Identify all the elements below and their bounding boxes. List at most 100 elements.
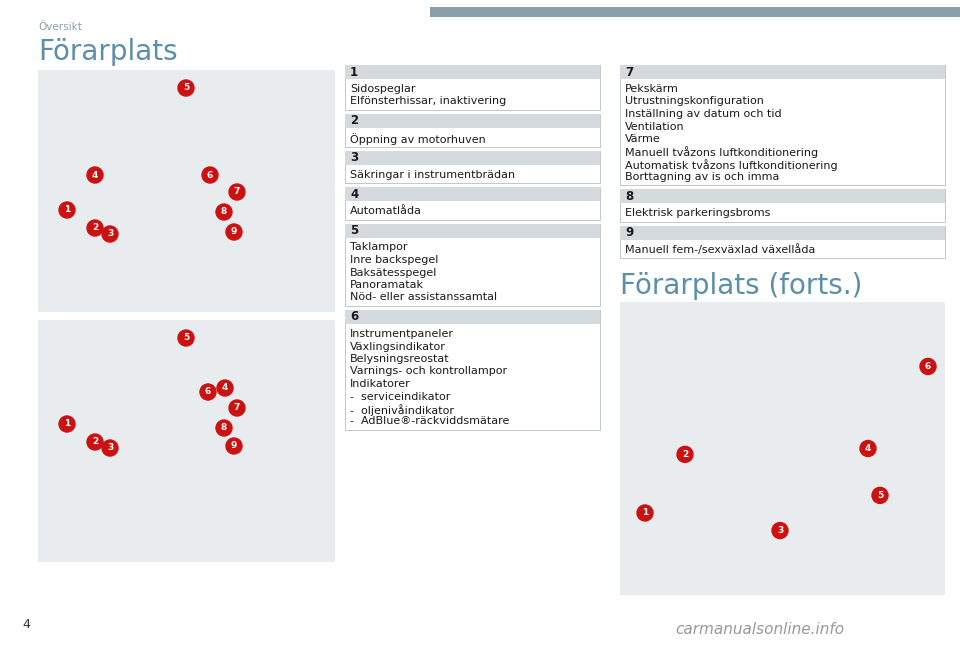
Bar [345, 310, 600, 430]
Circle shape [102, 226, 118, 242]
Text: 6: 6 [206, 171, 213, 180]
Text: 6: 6 [924, 362, 931, 371]
Text: Översikt: Översikt [38, 22, 82, 32]
Bar [345, 65, 600, 79]
Text: 7: 7 [234, 188, 240, 197]
Text: 3: 3 [107, 443, 113, 452]
Text: 2: 2 [92, 437, 98, 447]
Text: 5: 5 [350, 224, 358, 237]
Bar [345, 187, 600, 201]
Text: 7: 7 [234, 404, 240, 413]
Text: 8: 8 [221, 208, 228, 217]
Text: Inre backspegel: Inre backspegel [350, 255, 439, 265]
Text: 5: 5 [876, 491, 883, 500]
Text: 4: 4 [92, 171, 98, 180]
Text: 8: 8 [625, 190, 634, 202]
Bar [345, 223, 600, 238]
Text: Sidospeglar: Sidospeglar [350, 84, 416, 94]
Text: 2: 2 [350, 114, 358, 127]
Circle shape [860, 441, 876, 456]
Circle shape [59, 416, 75, 432]
Text: Borttagning av is och imma: Borttagning av is och imma [625, 171, 780, 182]
Circle shape [226, 438, 242, 454]
Text: 1: 1 [350, 66, 358, 79]
Bar [345, 114, 600, 128]
Bar [620, 189, 945, 203]
Text: 2: 2 [682, 450, 688, 459]
Circle shape [637, 505, 653, 521]
Text: Öppning av motorhuven: Öppning av motorhuven [350, 133, 486, 145]
Bar [345, 310, 600, 324]
Text: 1: 1 [642, 508, 648, 517]
Text: 1: 1 [64, 419, 70, 428]
Circle shape [772, 522, 788, 539]
Text: Panoramatak: Panoramatak [350, 280, 424, 290]
Text: Automatisk tvåzons luftkonditionering: Automatisk tvåzons luftkonditionering [625, 159, 838, 171]
Text: Belysningsreostat: Belysningsreostat [350, 354, 449, 364]
Text: 4: 4 [865, 444, 871, 453]
Text: Indikatorer: Indikatorer [350, 379, 411, 389]
Circle shape [872, 487, 888, 504]
Text: 6: 6 [204, 387, 211, 397]
Circle shape [677, 447, 693, 462]
Text: 4: 4 [350, 188, 358, 201]
Bar [345, 65, 600, 110]
Text: Förarplats (forts.): Förarplats (forts.) [620, 272, 862, 300]
Text: Instrumentpaneler: Instrumentpaneler [350, 329, 454, 339]
Text: -  serviceindikator: - serviceindikator [350, 391, 450, 402]
Text: 3: 3 [350, 151, 358, 164]
Bar [620, 225, 945, 258]
Bar [345, 151, 600, 164]
Circle shape [229, 184, 245, 200]
Text: Elfönsterhissar, inaktivering: Elfönsterhissar, inaktivering [350, 97, 506, 106]
Text: Pekskärm: Pekskärm [625, 84, 679, 94]
Text: 4: 4 [22, 618, 30, 631]
Circle shape [178, 330, 194, 346]
Text: 3: 3 [777, 526, 783, 535]
Circle shape [59, 202, 75, 218]
Circle shape [217, 380, 233, 396]
Bar [430, 7, 960, 17]
Text: 9: 9 [230, 441, 237, 450]
Text: 5: 5 [182, 84, 189, 93]
Text: 6: 6 [350, 310, 358, 323]
Bar [38, 320, 335, 562]
Bar [38, 70, 335, 312]
Bar [620, 65, 945, 185]
Text: -  AdBlue®-räckviddsmätare: - AdBlue®-räckviddsmätare [350, 417, 510, 426]
Text: Växlingsindikator: Växlingsindikator [350, 341, 445, 352]
Circle shape [102, 440, 118, 456]
Text: Elektrisk parkeringsbroms: Elektrisk parkeringsbroms [625, 208, 770, 218]
Text: 1: 1 [64, 206, 70, 215]
Text: Manuell fem-/sexväxlad växellåda: Manuell fem-/sexväxlad växellåda [625, 245, 815, 256]
Text: 7: 7 [625, 66, 634, 79]
Bar [345, 223, 600, 306]
Circle shape [216, 204, 232, 220]
Text: Manuell tvåzons luftkonditionering: Manuell tvåzons luftkonditionering [625, 147, 818, 158]
Circle shape [87, 167, 103, 183]
Text: Utrustningskonfiguration: Utrustningskonfiguration [625, 97, 764, 106]
Text: Inställning av datum och tid: Inställning av datum och tid [625, 109, 781, 119]
Circle shape [87, 220, 103, 236]
Bar [620, 189, 945, 221]
Bar [620, 302, 945, 595]
Text: 8: 8 [221, 424, 228, 432]
Text: Varnings- och kontrollampor: Varnings- och kontrollampor [350, 367, 507, 376]
Text: Baksätesspegel: Baksätesspegel [350, 267, 438, 278]
Text: Värme: Värme [625, 134, 660, 144]
Circle shape [229, 400, 245, 416]
Text: 3: 3 [107, 230, 113, 238]
Circle shape [200, 384, 216, 400]
Text: carmanualsonline.info: carmanualsonline.info [676, 622, 845, 637]
Text: Säkringar i instrumentbrädan: Säkringar i instrumentbrädan [350, 169, 516, 180]
Text: Nöd- eller assistanssamtal: Nöd- eller assistanssamtal [350, 293, 497, 302]
Text: 9: 9 [230, 228, 237, 236]
Text: -  oljenivåindikator: - oljenivåindikator [350, 404, 454, 416]
Bar [345, 151, 600, 183]
Circle shape [226, 224, 242, 240]
Bar [620, 225, 945, 239]
Circle shape [216, 420, 232, 436]
Text: 2: 2 [92, 223, 98, 232]
Text: Taklampor: Taklampor [350, 243, 407, 252]
Bar [345, 114, 600, 147]
